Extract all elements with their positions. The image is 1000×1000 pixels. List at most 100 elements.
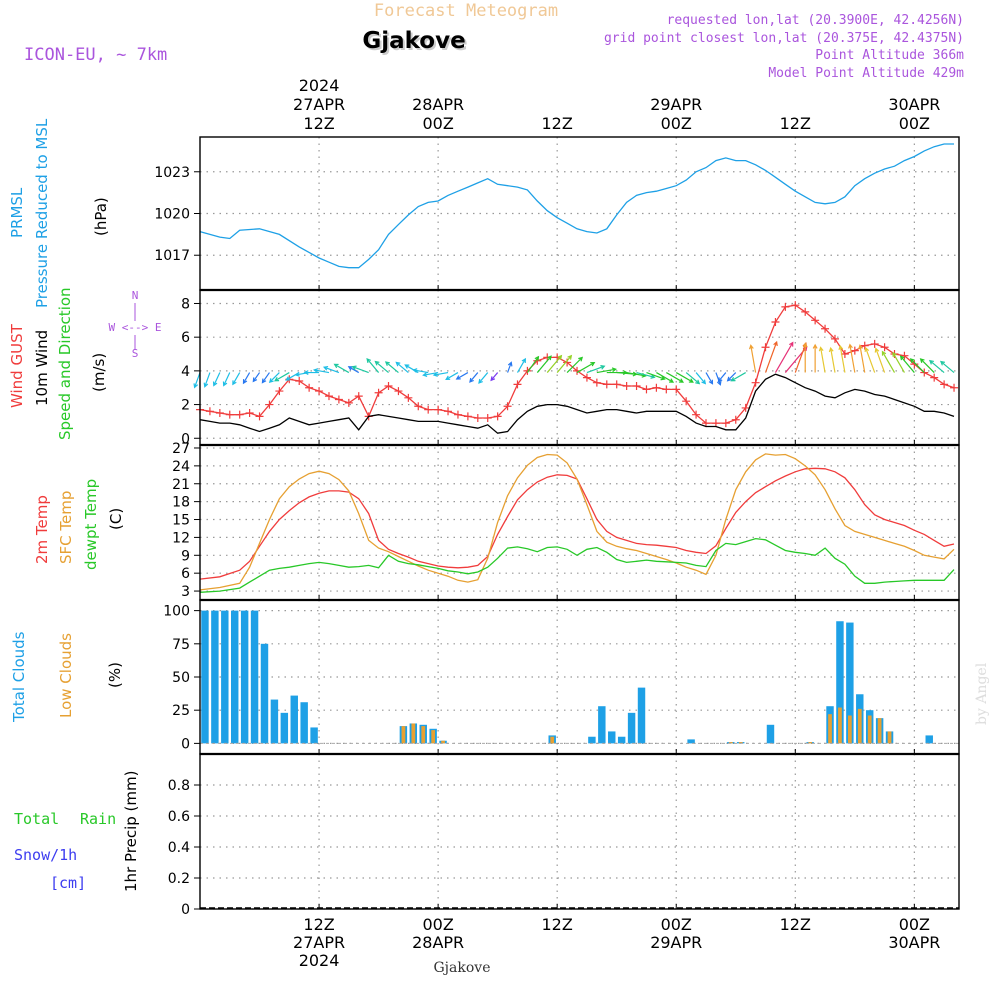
cloud-panel-labels: Total Clouds Low Clouds (%) [10, 631, 124, 723]
wind-arrow [656, 372, 675, 383]
wind-arrow [675, 372, 694, 383]
precip-ytick-label: 0 [181, 902, 190, 918]
pressure-ytick-label: 1020 [154, 207, 190, 223]
gust-marker [463, 412, 472, 421]
bottom-date-label: 27APR [293, 933, 345, 952]
gust-marker [235, 410, 244, 419]
gust-marker [930, 373, 939, 382]
wind-arrow [374, 360, 389, 374]
top-hour-label: 00Z [661, 114, 692, 133]
gust-marker [801, 307, 810, 316]
grid-point: grid point closest lon,lat (20.375E, 42.… [604, 31, 964, 46]
2m-temp-line [199, 467, 955, 580]
compass-n: N [132, 289, 139, 302]
bottom-hour-label: 12Z [780, 915, 811, 934]
clouds-ytick-label: 100 [163, 604, 190, 620]
temperature-ytick-label: 3 [181, 584, 190, 600]
gust-marker [950, 383, 959, 392]
total-cloud-bar [627, 712, 636, 744]
wind-arrow [404, 364, 419, 374]
gust-marker [920, 368, 929, 377]
low-cloud-bar [431, 730, 436, 744]
gust-marker [850, 346, 859, 355]
wind-ytick-label: 4 [181, 364, 190, 380]
bottom-hour-label: 00Z [899, 915, 930, 934]
low-cloud-bar [887, 731, 892, 744]
wind-arrow [274, 372, 290, 382]
low-cloud-bar [828, 714, 832, 744]
wind-ytick-label: 0 [181, 431, 190, 447]
sfc-temp-line [199, 453, 955, 591]
gust-marker [830, 334, 839, 343]
wind-arrow [432, 371, 449, 377]
gust-marker [483, 414, 492, 423]
wind-arrow [909, 358, 925, 373]
rain-label: Rain [80, 810, 116, 828]
top-hour-label: 12Z [303, 114, 334, 133]
wind-arrow [193, 372, 201, 389]
wind-arrow [395, 361, 409, 374]
total-cloud-bar [766, 724, 775, 744]
wind-arrow [848, 343, 856, 373]
plot-layer: 1017102010230246836912151821242702550751… [154, 76, 960, 976]
gust-marker [821, 324, 830, 333]
precip-ytick-label: 0.4 [168, 840, 190, 856]
bottom-date-label: 29APR [650, 933, 702, 952]
wind-arrow [730, 372, 746, 382]
total-cloud-bar [240, 610, 249, 744]
gust-marker [900, 351, 909, 360]
gust-marker [324, 392, 333, 401]
wind-arrow [455, 372, 469, 380]
gust-marker [811, 316, 820, 325]
dewpt-temp-line [199, 537, 955, 593]
wind-arrow [507, 361, 513, 373]
product-title: Forecast Meteogram [374, 1, 558, 21]
top-hour-label: 12Z [542, 114, 573, 133]
gust-marker [662, 385, 671, 394]
wind-arrow [333, 363, 350, 374]
gust-marker [602, 380, 611, 389]
wind-arrow [828, 346, 836, 373]
gust-marker [652, 383, 661, 392]
gust-marker [711, 419, 720, 428]
wind-arrow [705, 372, 714, 385]
wind-arrow [717, 372, 727, 383]
wind-arrow [490, 372, 499, 382]
wind-arrow [874, 347, 886, 373]
gust-marker [682, 397, 691, 406]
wind-arrow [312, 368, 330, 374]
gust-marker [731, 415, 740, 424]
precip-unit: 1hr Precip (mm) [122, 771, 140, 892]
wind-arrow [556, 354, 573, 373]
gust-marker [503, 402, 512, 411]
wind-arrow [586, 365, 606, 374]
gust-label: Wind GUST [8, 323, 26, 408]
temperature-ytick-label: 21 [172, 477, 190, 493]
wind-panel-labels: Wind GUST 10m Wind Speed and Direction (… [8, 287, 161, 440]
total-cloud-bar [290, 695, 298, 744]
compass-we: W <--> E [109, 321, 162, 334]
wind-arrow [384, 361, 399, 374]
gust-marker [563, 358, 572, 367]
bottom-year-label: 2024 [299, 951, 340, 970]
pressure-ytick-label: 1017 [154, 248, 190, 264]
precip-ytick-label: 0.2 [168, 871, 190, 887]
wind-arrow [232, 372, 241, 386]
wind-arrow [695, 372, 707, 385]
wind-arrow [268, 372, 280, 384]
sfc-label: SFC Temp [57, 491, 75, 564]
gust-marker [741, 403, 750, 412]
low-clouds-label: Low Clouds [57, 633, 75, 718]
wind-arrow [818, 346, 826, 373]
wind-arrow [928, 359, 945, 374]
gust-marker [245, 408, 254, 417]
gust-marker [642, 385, 651, 394]
wind-arrow [726, 372, 737, 382]
total-cloud-bar [846, 622, 854, 744]
gust-marker [354, 392, 363, 401]
wind-arrow [636, 371, 656, 379]
total-cloud-bar [231, 610, 239, 744]
wind-arrow [526, 355, 540, 373]
gust-marker [305, 383, 314, 392]
